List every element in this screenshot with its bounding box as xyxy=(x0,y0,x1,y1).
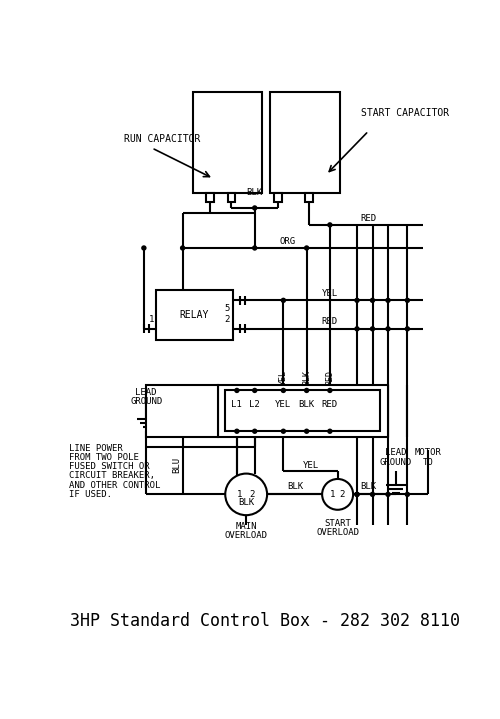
Text: FROM TWO POLE: FROM TWO POLE xyxy=(68,453,138,462)
Text: YEL: YEL xyxy=(302,461,318,470)
Text: GROUND: GROUND xyxy=(130,398,162,406)
Text: RED: RED xyxy=(322,317,338,326)
Text: ORG: ORG xyxy=(279,237,295,247)
Circle shape xyxy=(354,492,360,497)
Circle shape xyxy=(252,205,258,211)
Text: L1: L1 xyxy=(232,400,242,409)
Text: LEAD: LEAD xyxy=(385,449,406,457)
Circle shape xyxy=(354,326,360,331)
Bar xyxy=(225,390,380,431)
Circle shape xyxy=(252,388,258,393)
Text: LINE POWER: LINE POWER xyxy=(68,444,122,453)
Text: MAIN: MAIN xyxy=(236,522,257,531)
Text: BLU: BLU xyxy=(172,457,181,473)
Bar xyxy=(156,290,233,340)
Text: START CAPACITOR: START CAPACITOR xyxy=(361,109,449,118)
Text: 2: 2 xyxy=(224,315,230,324)
Circle shape xyxy=(386,298,390,303)
Text: RED: RED xyxy=(360,214,376,223)
Text: 1: 1 xyxy=(330,490,336,499)
Text: BLK: BLK xyxy=(238,498,254,507)
Circle shape xyxy=(252,245,258,251)
Circle shape xyxy=(404,492,410,497)
Text: L2: L2 xyxy=(250,400,260,409)
Text: RUN CAPACITOR: RUN CAPACITOR xyxy=(124,134,201,144)
Text: 2: 2 xyxy=(340,490,345,499)
Circle shape xyxy=(280,388,286,393)
Text: 3HP Standard Control Box - 282 302 8110: 3HP Standard Control Box - 282 302 8110 xyxy=(70,613,460,631)
Circle shape xyxy=(354,298,360,303)
Text: GROUND: GROUND xyxy=(380,457,412,467)
Bar xyxy=(305,193,313,202)
Circle shape xyxy=(234,429,239,434)
Circle shape xyxy=(280,298,286,303)
Text: RED: RED xyxy=(322,400,338,409)
Bar xyxy=(218,385,388,436)
Circle shape xyxy=(327,388,332,393)
Text: YEL: YEL xyxy=(322,289,338,298)
Text: 2: 2 xyxy=(250,490,255,499)
Bar xyxy=(146,385,218,436)
Circle shape xyxy=(404,298,410,303)
Circle shape xyxy=(280,429,286,434)
Text: LEAD: LEAD xyxy=(136,388,157,397)
Text: BLK: BLK xyxy=(287,482,303,491)
Circle shape xyxy=(370,298,375,303)
Text: BLK: BLK xyxy=(298,400,314,409)
Circle shape xyxy=(327,222,332,228)
Bar xyxy=(228,193,235,202)
Text: AND OTHER CONTROL: AND OTHER CONTROL xyxy=(68,480,160,490)
Text: RELAY: RELAY xyxy=(180,310,209,320)
Bar xyxy=(270,93,340,193)
Circle shape xyxy=(180,245,186,251)
Circle shape xyxy=(404,326,410,331)
Text: BLK: BLK xyxy=(360,482,376,491)
Text: 5: 5 xyxy=(224,304,230,313)
Circle shape xyxy=(370,326,375,331)
Circle shape xyxy=(327,429,332,434)
Bar xyxy=(206,193,214,202)
Circle shape xyxy=(304,429,310,434)
Text: BLK: BLK xyxy=(302,370,311,385)
Text: MOTOR: MOTOR xyxy=(415,449,442,457)
Text: IF USED.: IF USED. xyxy=(68,490,112,499)
Circle shape xyxy=(141,245,146,251)
Text: START: START xyxy=(324,519,351,528)
Circle shape xyxy=(304,388,310,393)
Circle shape xyxy=(234,388,239,393)
Text: 1: 1 xyxy=(238,490,242,499)
Circle shape xyxy=(370,492,375,497)
Bar xyxy=(274,193,282,202)
Circle shape xyxy=(322,479,353,510)
Text: OVERLOAD: OVERLOAD xyxy=(224,531,268,541)
Text: FUSED SWITCH OR: FUSED SWITCH OR xyxy=(68,462,150,471)
Circle shape xyxy=(386,326,390,331)
Circle shape xyxy=(225,474,267,516)
Circle shape xyxy=(252,429,258,434)
Circle shape xyxy=(304,245,310,251)
Circle shape xyxy=(354,492,360,497)
Text: 1: 1 xyxy=(149,315,154,324)
Text: CIRCUIT BREAKER,: CIRCUIT BREAKER, xyxy=(68,472,154,480)
Text: YEL: YEL xyxy=(279,370,288,385)
Bar xyxy=(192,93,262,193)
Text: OVERLOAD: OVERLOAD xyxy=(316,528,359,537)
Text: YEL: YEL xyxy=(276,400,291,409)
Text: TO: TO xyxy=(423,457,434,467)
Text: RED: RED xyxy=(326,370,334,385)
Text: BLK: BLK xyxy=(246,188,263,197)
Circle shape xyxy=(386,492,390,497)
